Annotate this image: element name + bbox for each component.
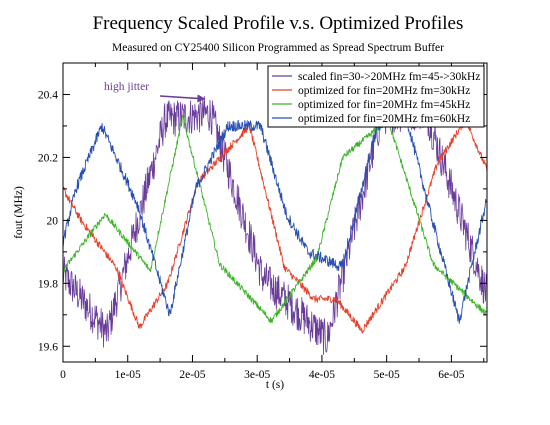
- x-tick-label: 5e-05: [374, 369, 400, 381]
- y-tick-label: 20: [47, 215, 59, 227]
- legend-entry: optimized for fin=20MHz fm=30kHz: [298, 85, 470, 97]
- y-tick-label: 20.4: [38, 89, 58, 101]
- high-jitter-annotation: high jitter: [104, 81, 206, 103]
- chart-title: Frequency Scaled Profile v.s. Optimized …: [93, 13, 464, 34]
- series-layer: [63, 95, 487, 355]
- plot-frame: [62, 62, 488, 363]
- y-tick-label: 19.8: [38, 278, 58, 290]
- series-line-2: [63, 119, 487, 334]
- chart-subtitle: Measured on CY25400 Silicon Programmed a…: [112, 42, 444, 54]
- legend-entry: optimized for fin=20MHz fm=45kHz: [298, 99, 470, 111]
- x-axis-label: t (s): [266, 379, 284, 391]
- legend-box: [267, 65, 485, 128]
- x-tick-label: 4e-05: [309, 369, 335, 381]
- series-line-4: [63, 111, 487, 324]
- x-tick-label: 3e-05: [244, 369, 270, 381]
- legend: scaled fin=30->20MHz fm=45->30kHz optimiz…: [267, 65, 485, 128]
- legend-entry: optimized for fin=20MHz fm=60kHz: [298, 113, 470, 125]
- x-tick-label: 2e-05: [179, 369, 205, 381]
- x-tick-label: 1e-05: [115, 369, 141, 381]
- x-tick-label: 0: [60, 369, 66, 381]
- y-axis-label: fout (MHz): [13, 186, 25, 239]
- series-line-1: [63, 95, 487, 355]
- x-tick-label: 6e-05: [438, 369, 464, 381]
- annotation-arrow: [159, 94, 206, 103]
- annotation-text: high jitter: [104, 81, 149, 93]
- legend-entry: scaled fin=30->20MHz fm=45->30kHz: [298, 71, 480, 83]
- y-tick-label: 19.6: [38, 341, 58, 353]
- y-tick-label: 20.2: [38, 152, 58, 164]
- series-line-3: [63, 114, 487, 324]
